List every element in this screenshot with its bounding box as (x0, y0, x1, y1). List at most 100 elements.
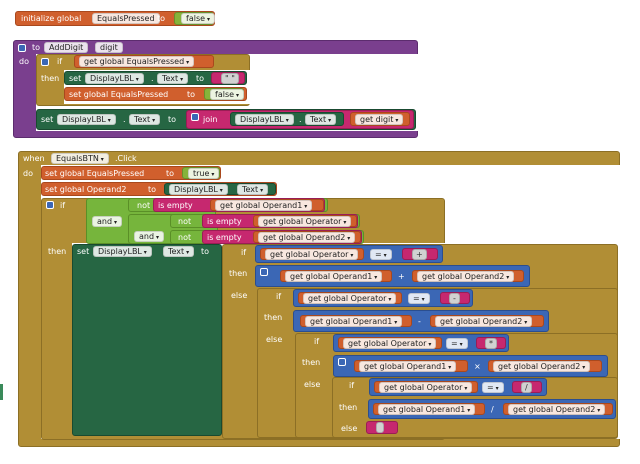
eq-operator[interactable]: = (408, 293, 430, 304)
display-text-getter[interactable]: DisplayLBL . Text (230, 112, 344, 126)
get-operand1-block[interactable]: get global Operand1 (300, 315, 412, 327)
get-operand2[interactable]: get global Operand2 (493, 361, 591, 372)
text-property[interactable]: Text (305, 114, 337, 125)
and-operator[interactable]: and (134, 231, 164, 242)
empty-string-block[interactable]: " " (211, 72, 245, 84)
equals-btn-component[interactable]: EqualsBTN (51, 153, 109, 164)
get-operator-block[interactable]: get global Operator (374, 381, 478, 393)
true-block[interactable]: true (182, 167, 220, 179)
get-equals-pressed-block[interactable]: get global EqualsPressed (74, 55, 214, 68)
proc-param[interactable]: digit (95, 42, 123, 53)
false-block[interactable]: false (174, 12, 215, 25)
text-property[interactable]: Text (237, 184, 269, 195)
is-empty-block-1[interactable]: is empty get global Operand1 (153, 198, 325, 212)
eq-operator[interactable]: = (446, 338, 468, 349)
init-var-name[interactable]: EqualsPressed (92, 13, 160, 24)
eq-operator[interactable]: = (370, 249, 392, 260)
false-block[interactable]: false (204, 88, 244, 100)
minus-string[interactable]: - (449, 293, 460, 304)
get-operand1-block[interactable]: get global Operand1 (354, 360, 468, 372)
add-gear-icon[interactable] (260, 268, 268, 276)
get-operand2-block[interactable]: get global Operand2 (503, 403, 613, 415)
set-display-empty-block[interactable]: set DisplayLBL . Text to " " (64, 71, 247, 85)
empty-string[interactable]: " " (221, 73, 239, 84)
times-string-block[interactable]: * (476, 337, 506, 349)
display-lbl-component[interactable]: DisplayLBL (169, 184, 228, 195)
minus-string-block[interactable]: - (440, 292, 470, 304)
times-string[interactable]: * (485, 338, 497, 349)
subtract-block[interactable]: get global Operand1 - get global Operand… (293, 310, 549, 332)
get-operator-block[interactable]: get global Operator (298, 292, 402, 304)
false-value[interactable]: false (210, 89, 244, 100)
get-operand2[interactable]: get global Operand2 (508, 404, 606, 415)
get-operator[interactable]: get global Operator (258, 216, 352, 227)
get-operand1[interactable]: get global Operand1 (359, 361, 457, 372)
if-label: if (60, 201, 66, 210)
multiply-gear-icon[interactable] (338, 358, 346, 366)
plus-string-block[interactable]: + (402, 248, 438, 260)
get-operand1[interactable]: get global Operand1 (305, 316, 403, 327)
mutator-gear-icon[interactable] (18, 44, 26, 52)
get-operand1[interactable]: get global Operand1 (285, 271, 383, 282)
multiply-block[interactable]: get global Operand1 × get global Operand… (333, 355, 608, 377)
get-equals-pressed[interactable]: get global EqualsPressed (79, 56, 195, 67)
if-gear-icon[interactable] (41, 58, 49, 66)
if-gear-icon[interactable] (46, 201, 54, 209)
add-block[interactable]: get global Operand1 + get global Operand… (255, 265, 530, 287)
plus-string[interactable]: + (412, 249, 427, 260)
display-lbl-component[interactable]: DisplayLBL (93, 246, 152, 257)
false-value[interactable]: false (181, 13, 215, 24)
compare-operator-div[interactable]: get global Operator = / (369, 378, 547, 396)
get-operand1-block[interactable]: get global Operand1 (280, 270, 392, 282)
get-operand2-block[interactable]: get global Operand2 (430, 315, 544, 327)
is-empty-block-3[interactable]: is empty get global Operand2 (202, 230, 362, 244)
get-operator[interactable]: get global Operator (303, 293, 397, 304)
not-label: not (178, 233, 192, 242)
get-operator-block[interactable]: get global Operator (338, 337, 442, 349)
get-operator[interactable]: get global Operator (265, 249, 359, 260)
get-operand1[interactable]: get global Operand1 (215, 200, 313, 211)
display-lbl-component[interactable]: DisplayLBL (57, 114, 116, 125)
get-operand1-block[interactable]: get global Operand1 (373, 403, 485, 415)
display-lbl-component[interactable]: DisplayLBL (235, 114, 294, 125)
empty-string[interactable] (376, 422, 384, 433)
get-operand2-block[interactable]: get global Operand2 (488, 360, 602, 372)
compare-operator-minus[interactable]: get global Operator = - (293, 289, 473, 307)
and-operator[interactable]: and (92, 216, 122, 227)
display-lbl-component[interactable]: DisplayLBL (85, 73, 144, 84)
get-operator-block[interactable]: get global Operator (260, 248, 364, 260)
get-operand2[interactable]: get global Operand2 (417, 271, 515, 282)
get-operand1-block[interactable]: get global Operand1 (210, 199, 324, 211)
divide-block[interactable]: get global Operand1 / get global Operand… (368, 399, 616, 419)
true-value[interactable]: true (188, 168, 220, 179)
text-property[interactable]: Text (163, 246, 195, 257)
div-string[interactable]: / (521, 382, 532, 393)
empty-string-block[interactable] (366, 421, 398, 434)
join-gear-icon[interactable] (191, 113, 199, 121)
get-operand2-block[interactable]: get global Operand2 (253, 231, 361, 243)
get-operand2[interactable]: get global Operand2 (435, 316, 533, 327)
get-operator[interactable]: get global Operator (343, 338, 437, 349)
get-operand2[interactable]: get global Operand2 (258, 232, 356, 243)
get-operator-block[interactable]: get global Operator (253, 215, 357, 227)
set-equals-true-block[interactable]: set global EqualsPressed to true (41, 166, 221, 180)
set-display-result-block[interactable]: set DisplayLBL Text to (72, 244, 222, 436)
compare-operator-times[interactable]: get global Operator = * (333, 334, 509, 352)
get-digit[interactable]: get digit (355, 114, 404, 125)
div-string-block[interactable]: / (512, 381, 542, 393)
text-property[interactable]: Text (157, 73, 189, 84)
set-operand2-block[interactable]: set global Operand2 to DisplayLBL Text (41, 182, 277, 196)
init-global-block[interactable]: initialize global EqualsPressed to false (15, 11, 215, 26)
display-text-getter[interactable]: DisplayLBL Text (164, 183, 276, 195)
get-operator[interactable]: get global Operator (379, 382, 473, 393)
set-equals-false-block[interactable]: set global EqualsPressed to false (64, 87, 247, 101)
get-operand1[interactable]: get global Operand1 (378, 404, 476, 415)
if-label: if (314, 337, 320, 346)
is-empty-block-2[interactable]: is empty get global Operator (202, 214, 358, 228)
proc-name[interactable]: AddDigit (44, 42, 89, 53)
compare-operator-plus[interactable]: get global Operator = + (255, 245, 443, 263)
text-property[interactable]: Text (129, 114, 161, 125)
get-operand2-block[interactable]: get global Operand2 (412, 270, 524, 282)
get-digit-block[interactable]: get digit (350, 112, 410, 126)
eq-operator[interactable]: = (482, 382, 504, 393)
